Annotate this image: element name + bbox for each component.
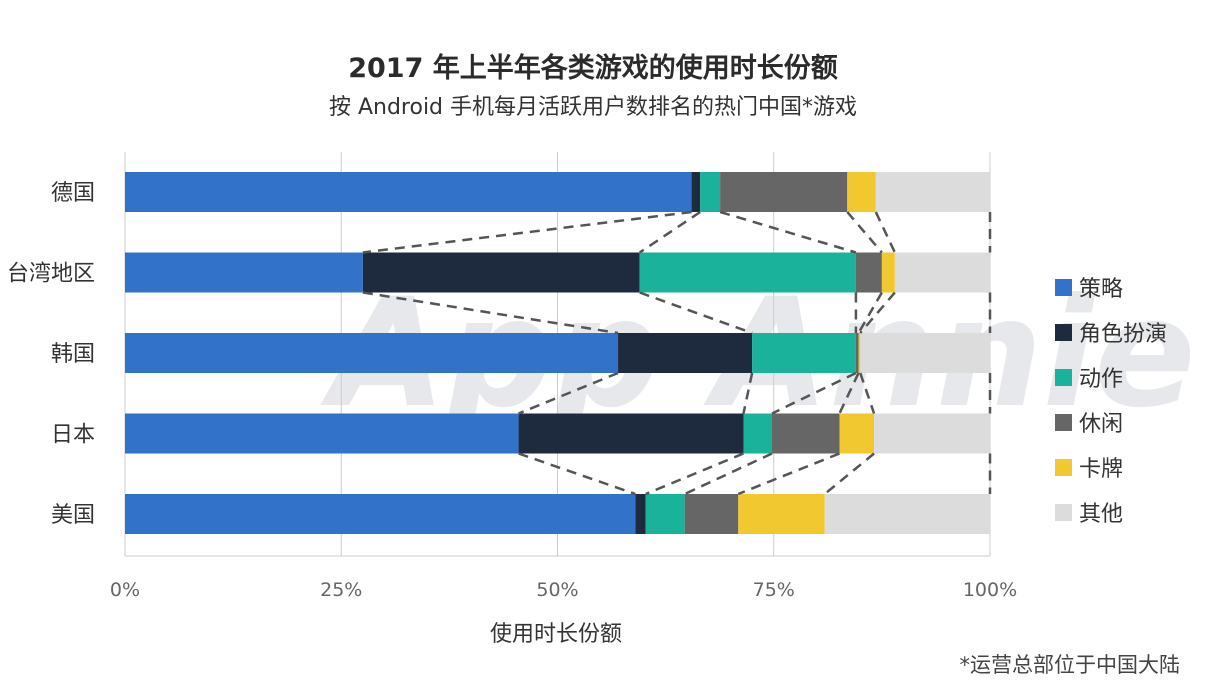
- category-label: 韩国: [51, 342, 95, 367]
- legend-label: 休闲: [1079, 412, 1123, 437]
- connector-line: [742, 372, 754, 414]
- connector-line: [838, 372, 860, 415]
- bar-日本-策略: [125, 413, 519, 454]
- legend-label: 其他: [1079, 502, 1123, 527]
- bar-台湾地区-动作: [639, 252, 856, 293]
- bar-韩国-角色扮演: [618, 333, 753, 373]
- bar-韩国-其他: [860, 333, 990, 373]
- x-axis: 0% 25% 50% 75% 100%: [110, 555, 1017, 601]
- connector-line: [362, 210, 692, 254]
- bar-德国-角色扮演: [691, 172, 701, 212]
- bar-台湾地区-策略: [125, 252, 363, 293]
- category-label: 德国: [51, 181, 95, 206]
- bar-美国-策略: [125, 494, 636, 534]
- bar-日本-角色扮演: [518, 413, 744, 454]
- bar-韩国-策略: [125, 333, 619, 373]
- bar-美国-角色扮演: [635, 494, 646, 534]
- bar-日本-卡牌: [839, 413, 875, 454]
- x-tick-label: 100%: [963, 579, 1017, 601]
- bar-日本-动作: [743, 413, 773, 454]
- bar-德国-休闲: [720, 172, 848, 212]
- bar-台湾地区-卡牌: [881, 252, 895, 293]
- bar-日本-休闲: [772, 413, 840, 454]
- x-tick-label: 25%: [320, 579, 362, 601]
- bar-日本-其他: [874, 413, 990, 454]
- category-label: 美国: [51, 503, 95, 528]
- category-label: 日本: [51, 423, 95, 448]
- legend-label: 卡牌: [1079, 457, 1123, 482]
- connector-line: [639, 291, 753, 335]
- bar-韩国-休闲: [855, 333, 859, 373]
- connector-line: [645, 452, 744, 496]
- connector-line: [846, 211, 883, 254]
- connector-line: [518, 371, 619, 415]
- bar-美国-动作: [645, 494, 685, 534]
- bar-韩国-卡牌: [858, 333, 861, 373]
- legend-swatch: [1055, 279, 1072, 296]
- category-label: 台湾地区: [7, 262, 95, 287]
- connector-line: [362, 291, 619, 335]
- connector-line: [823, 452, 875, 495]
- chart-title: 2017 年上半年各类游戏的使用时长份额: [348, 52, 838, 84]
- connector-line: [737, 452, 840, 496]
- legend-label: 动作: [1079, 367, 1123, 392]
- bar-德国-动作: [700, 172, 721, 212]
- bar-德国-策略: [125, 172, 692, 212]
- bar-台湾地区-其他: [894, 252, 990, 293]
- x-tick-label: 0%: [110, 579, 140, 601]
- bar-韩国-动作: [752, 333, 856, 373]
- legend-swatch: [1055, 459, 1072, 476]
- legend-swatch: [1055, 414, 1072, 431]
- connector-line: [859, 372, 876, 414]
- bar-台湾地区-角色扮演: [362, 252, 640, 293]
- connector-line: [874, 211, 896, 254]
- legend-swatch: [1055, 504, 1072, 521]
- x-tick-label: 50%: [536, 579, 578, 601]
- connector-line: [859, 291, 896, 334]
- bar-美国-卡牌: [738, 494, 825, 534]
- connectors: [362, 210, 992, 496]
- x-axis-title: 使用时长份额: [490, 622, 622, 647]
- connector-line: [719, 210, 857, 254]
- connector-line: [638, 210, 701, 254]
- bar-德国-卡牌: [847, 172, 876, 212]
- connector-line: [857, 291, 883, 334]
- connector-line: [518, 452, 636, 496]
- legend-label: 角色扮演: [1079, 322, 1167, 347]
- footnote: *运营总部位于中国大陆: [960, 653, 1181, 677]
- legend-swatch: [1055, 369, 1072, 386]
- legend-swatch: [1055, 324, 1072, 341]
- x-tick-label: 75%: [753, 579, 795, 601]
- bar-美国-休闲: [684, 494, 739, 534]
- connector-line: [771, 371, 857, 415]
- bar-美国-其他: [824, 494, 990, 534]
- legend-label: 策略: [1079, 277, 1123, 302]
- connector-line: [684, 452, 773, 496]
- bar-台湾地区-休闲: [855, 252, 882, 293]
- chart-subtitle: 按 Android 手机每月活跃用户数排名的热门中国*游戏: [329, 95, 857, 120]
- bars: [125, 172, 990, 534]
- bar-德国-其他: [875, 172, 990, 212]
